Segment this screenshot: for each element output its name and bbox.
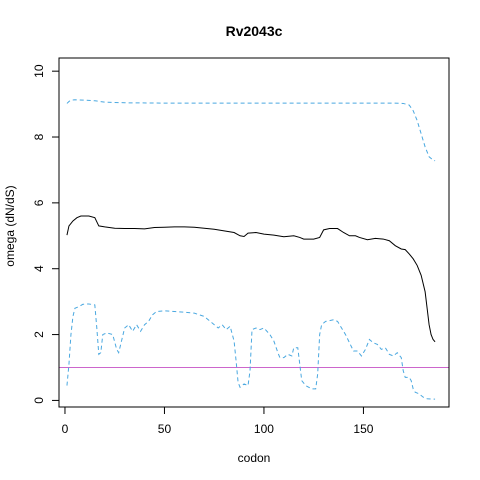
y-tick-label: 8: [32, 133, 46, 140]
plot-frame: [58, 57, 450, 408]
y-tick-label: 6: [32, 199, 46, 206]
axes: 0 50 100 150 0 2 4 6 8 10: [32, 57, 450, 436]
series-line-3: [66, 303, 436, 400]
series-line-1: [66, 99, 436, 162]
x-tick-label: 100: [254, 422, 274, 436]
y-axis-label: omega (dN/dS): [3, 185, 17, 266]
chart-title: Rv2043c: [226, 23, 283, 39]
y-tick-label: 0: [32, 397, 46, 404]
x-tick-label: 150: [353, 422, 373, 436]
series-line-2: [66, 215, 436, 343]
x-tick-label: 0: [62, 422, 69, 436]
x-axis-label: codon: [238, 451, 271, 465]
y-tick-label: 4: [32, 265, 46, 272]
y-tick-label: 2: [32, 331, 46, 338]
plot-area: [59, 99, 449, 400]
x-tick-label: 50: [158, 422, 172, 436]
y-tick-label: 10: [32, 64, 46, 78]
